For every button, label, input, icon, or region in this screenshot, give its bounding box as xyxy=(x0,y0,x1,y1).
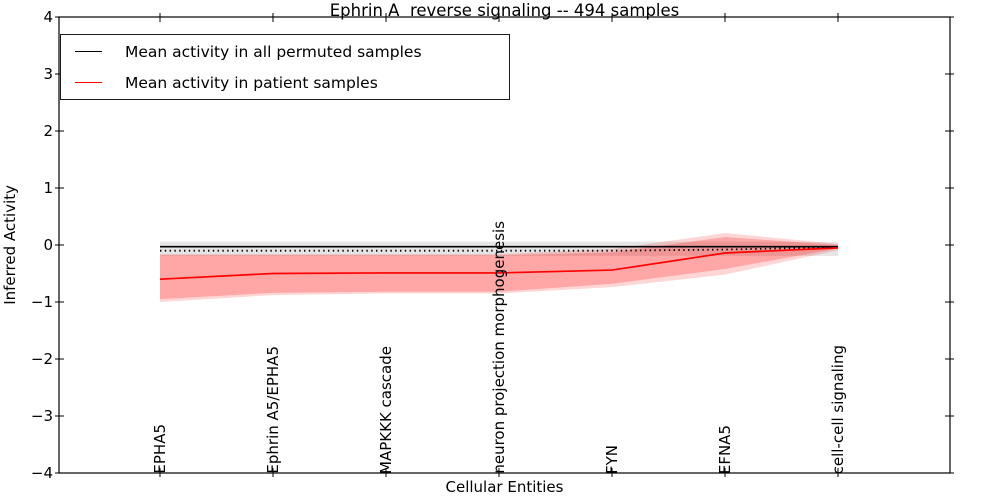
x-tick-label: EFNA5 xyxy=(716,424,734,474)
x-tick-label: EPHA5 xyxy=(151,424,169,474)
y-tick-label: −3 xyxy=(30,407,53,425)
band-permuted-range xyxy=(160,241,838,256)
band-patient-range-outer xyxy=(160,233,838,302)
legend-line-sample-permuted xyxy=(75,51,102,52)
legend: Mean activity in all permuted samples Me… xyxy=(60,34,510,100)
legend-line-sample-patient xyxy=(75,82,102,83)
x-tick-label: cell-cell signaling xyxy=(829,344,847,474)
series-line xyxy=(159,247,839,281)
y-tick-label: −2 xyxy=(30,350,53,368)
x-tick-label: FYN xyxy=(603,444,621,474)
legend-item: Mean activity in patient samples xyxy=(61,67,509,98)
y-tick-label: 0 xyxy=(43,236,53,254)
legend-label: Mean activity in patient samples xyxy=(125,73,378,92)
y-tick-label: 4 xyxy=(43,8,53,26)
x-tick-label: Ephrin A5/EPHA5 xyxy=(264,346,282,474)
legend-label: Mean activity in all permuted samples xyxy=(125,42,422,61)
x-axis-label: Cellular Entities xyxy=(445,478,564,496)
legend-item: Mean activity in all permuted samples xyxy=(61,36,509,67)
y-tick-label: 2 xyxy=(43,122,53,140)
y-tick-label: 3 xyxy=(43,65,53,83)
band-patient-range-inner xyxy=(160,237,838,300)
chart-title: Ephrin A reverse signaling -- 494 sample… xyxy=(329,1,680,20)
x-tick-label: neuron projection morphogenesis xyxy=(490,221,508,474)
y-tick-label: −1 xyxy=(30,293,53,311)
y-tick-label: −4 xyxy=(30,464,53,482)
x-tick-label: MAPKKK cascade xyxy=(377,346,395,474)
y-tick-label: 1 xyxy=(43,179,53,197)
